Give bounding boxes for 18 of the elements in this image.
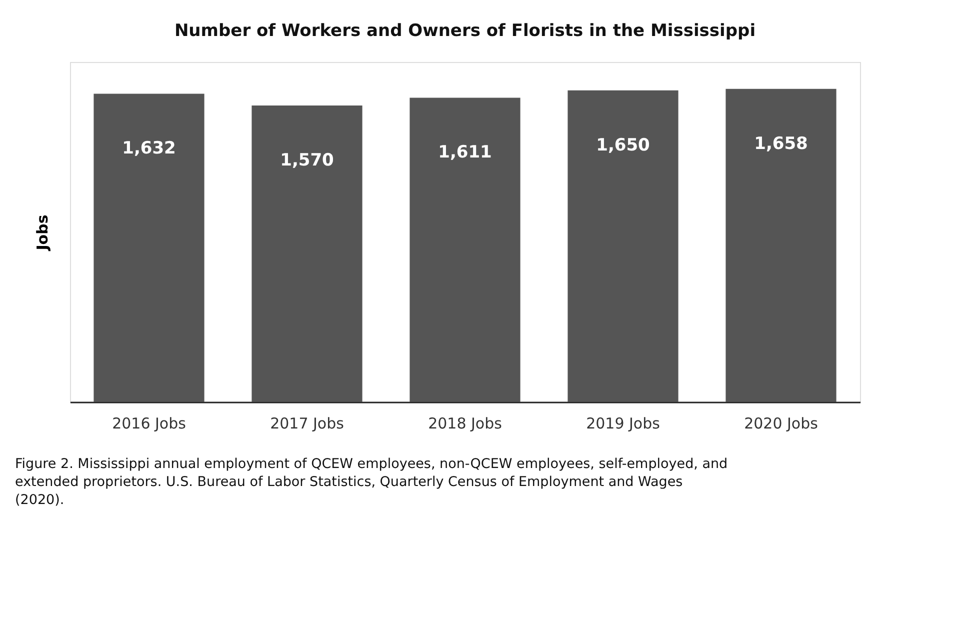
y-axis-title: Jobs xyxy=(34,214,52,252)
bar xyxy=(252,105,362,402)
bar xyxy=(94,94,204,402)
data-label: 1,658 xyxy=(754,134,808,154)
x-tick-label: 2019 Jobs xyxy=(586,414,660,432)
data-label: 1,632 xyxy=(122,138,176,159)
x-tick-label: 2018 Jobs xyxy=(428,414,502,432)
x-tick-label: 2020 Jobs xyxy=(744,414,818,432)
data-label: 1,650 xyxy=(596,135,650,156)
x-tick-label: 2016 Jobs xyxy=(112,414,186,432)
bar xyxy=(410,98,520,402)
data-label: 1,570 xyxy=(280,150,334,170)
bar xyxy=(568,90,678,402)
chart-title: Number of Workers and Owners of Florists in the Mississippi xyxy=(174,21,756,41)
x-tick-label: 2017 Jobs xyxy=(270,414,344,432)
data-label: 1,611 xyxy=(438,142,492,163)
bar xyxy=(726,88,836,402)
caption: Figure 2. Mississippi annual employment of QCEW employees, non-QCEW employees, self-employed, and extended proprietors. U.S. Bureau of Labor Statistics, Quarterly Census of Employment and Wages (2020). xyxy=(15,456,728,508)
